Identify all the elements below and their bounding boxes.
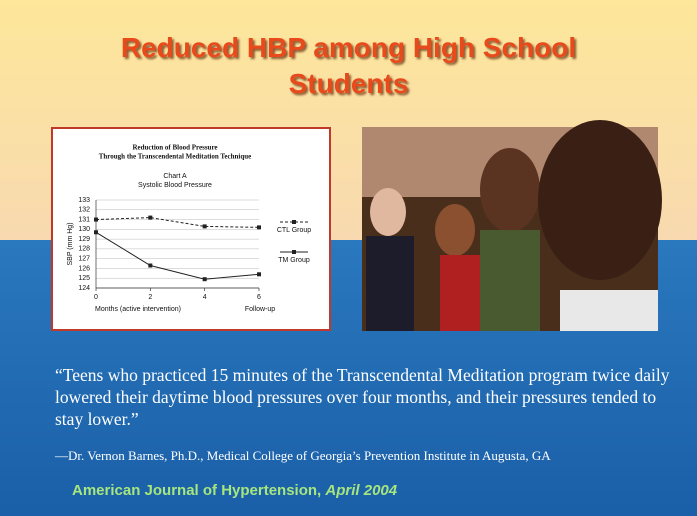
- x-tick-label: 4: [203, 294, 207, 301]
- y-tick-label: 128: [78, 246, 90, 253]
- y-tick-label: 129: [78, 236, 90, 243]
- y-tick-label: 131: [78, 216, 90, 223]
- x-axis-label: Follow-up: [245, 306, 275, 313]
- y-tick-label: 130: [78, 226, 90, 233]
- legend-marker: [292, 220, 296, 224]
- journal-name: American Journal of Hypertension,: [72, 482, 321, 499]
- legend-marker: [292, 250, 296, 254]
- chart-title: Reduction of Blood Pressure: [132, 144, 217, 152]
- point: [148, 216, 152, 220]
- chart-subtitle: Systolic Blood Pressure: [138, 182, 212, 189]
- y-tick-label: 126: [78, 265, 90, 272]
- y-tick-label: 125: [78, 275, 90, 282]
- x-axis-label: Months (active intervention): [95, 306, 181, 313]
- y-tick-label: 133: [78, 197, 90, 204]
- x-tick-label: 0: [94, 294, 98, 301]
- point: [203, 277, 207, 281]
- x-tick-label: 6: [257, 294, 261, 301]
- quote: “Teens who practiced 15 minutes of the T…: [55, 364, 670, 430]
- y-tick-label: 127: [78, 256, 90, 263]
- chart-subtitle: Chart A: [163, 173, 187, 180]
- point: [94, 230, 98, 234]
- journal: American Journal of Hypertension, April …: [72, 482, 397, 499]
- chart: Reduction of Blood Pressure Through the …: [0, 0, 697, 516]
- point: [148, 264, 152, 268]
- point: [257, 225, 261, 229]
- x-tick-label: 2: [148, 294, 152, 301]
- y-axis-label: SBP (mm Hg): [67, 222, 74, 265]
- point: [257, 272, 261, 276]
- journal-date: April 2004: [325, 482, 397, 499]
- point: [203, 224, 207, 228]
- legend-label: TM Group: [278, 257, 310, 264]
- y-tick-label: 132: [78, 207, 90, 214]
- y-tick-label: 124: [78, 285, 90, 292]
- chart-title: Through the Transcendental Meditation Te…: [99, 153, 251, 161]
- attribution: —Dr. Vernon Barnes, Ph.D., Medical Colle…: [55, 448, 685, 464]
- point: [94, 218, 98, 222]
- slide: Reduced HBP among High School Students R…: [0, 0, 697, 516]
- legend-label: CTL Group: [277, 227, 311, 234]
